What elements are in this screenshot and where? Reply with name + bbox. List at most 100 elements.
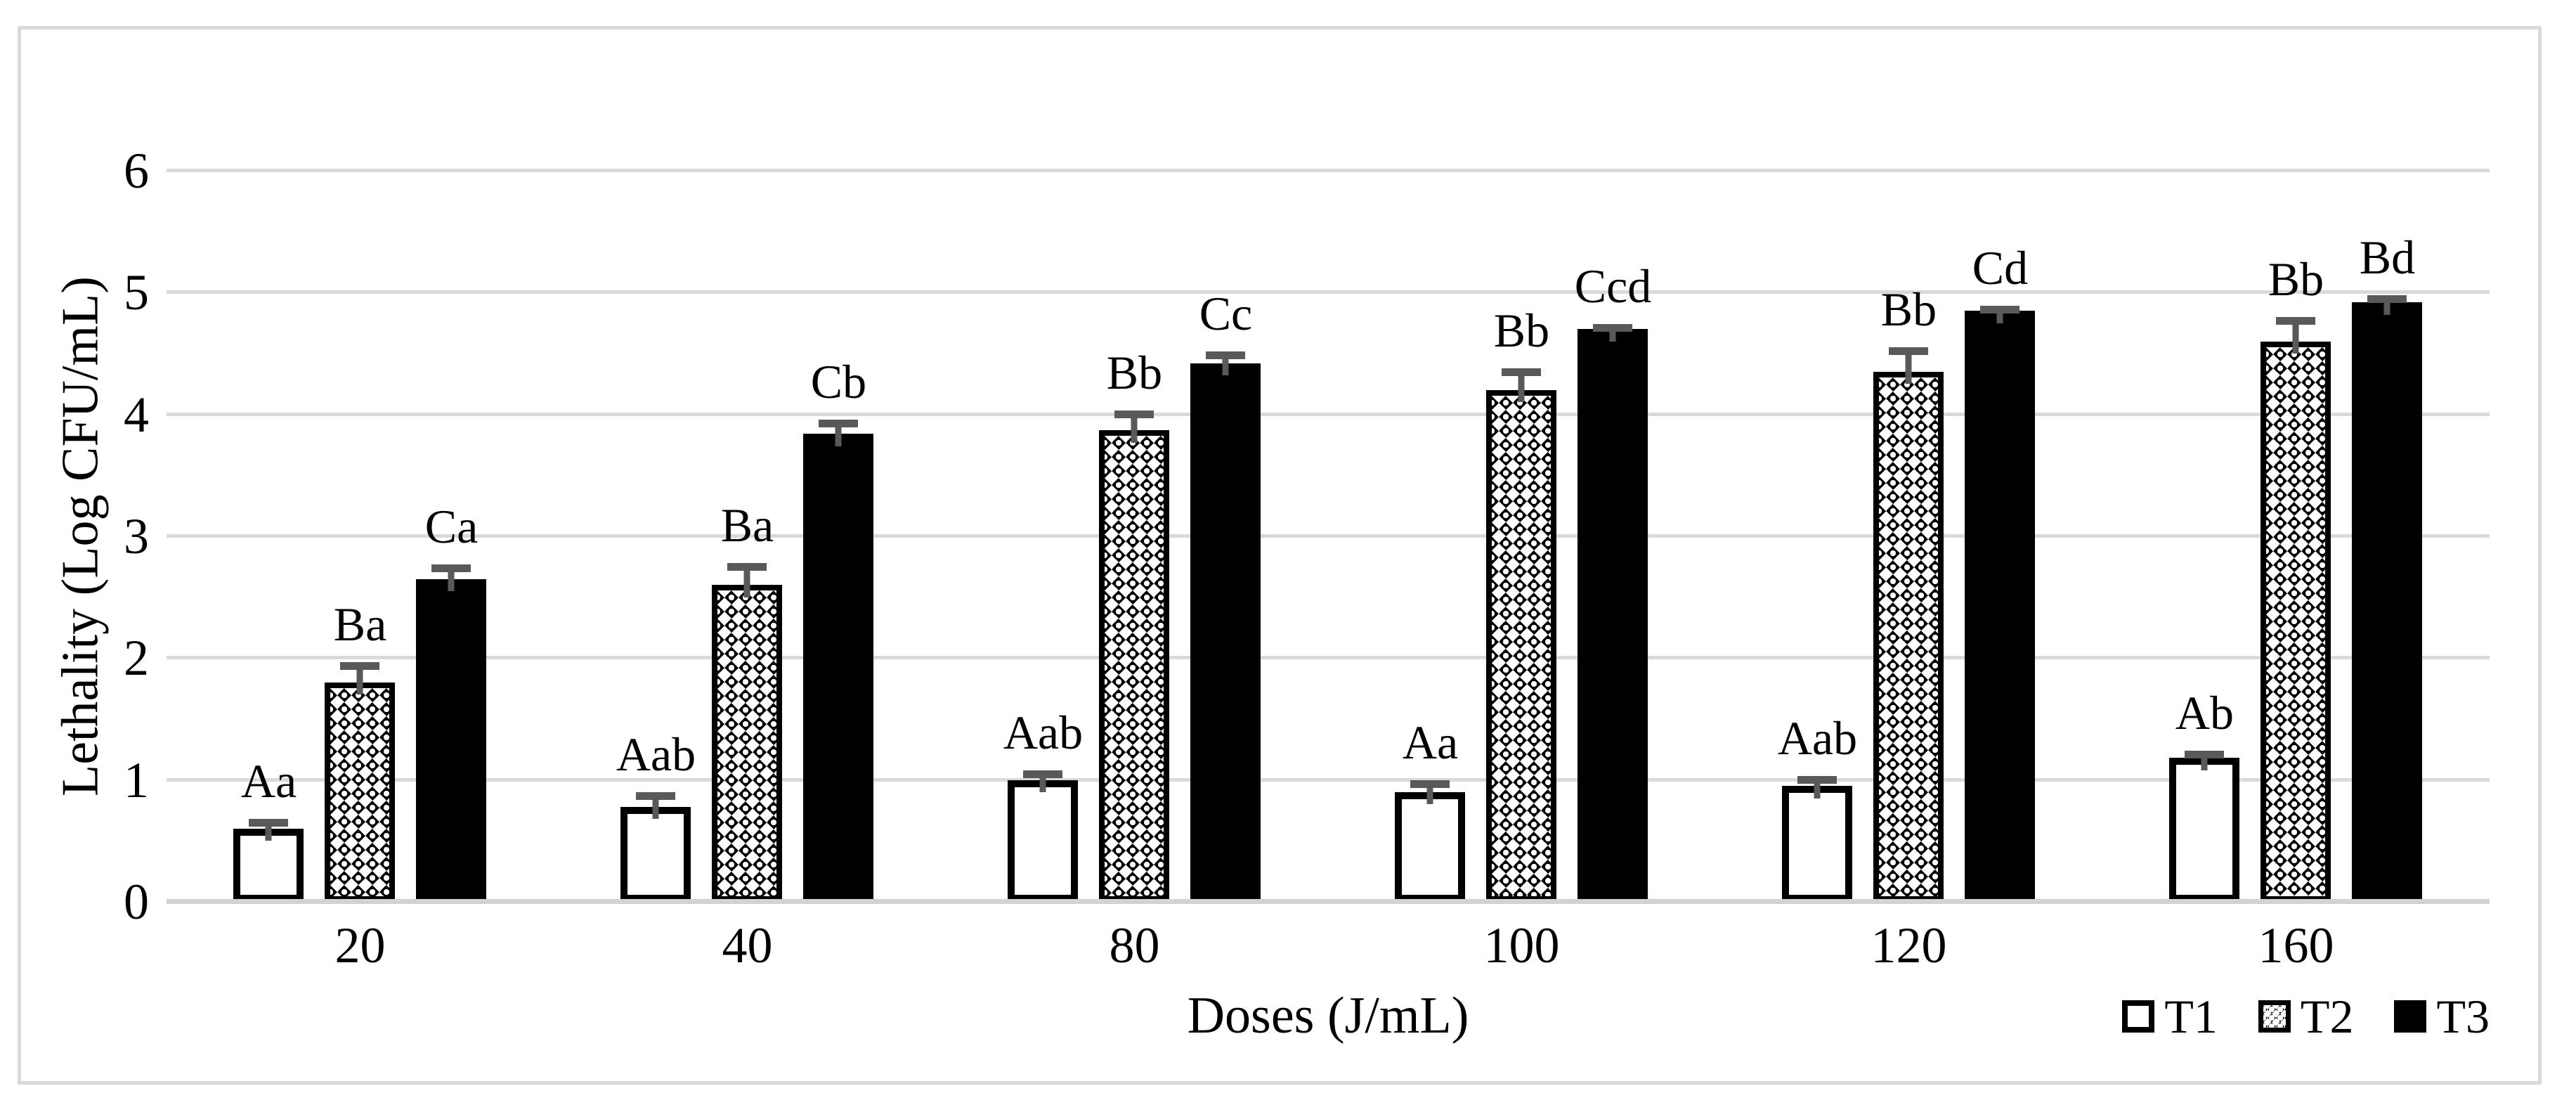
significance-label-t3-40: Cb [810,355,867,408]
legend-swatch-t1-icon [2122,1000,2155,1033]
error-bar-cap [1889,347,1929,355]
significance-label-t2-120: Bb [1880,283,1937,336]
x-tick-label-100: 100 [1483,917,1560,974]
significance-label-t3-20: Ca [424,500,479,553]
error-bar-cap [636,792,676,800]
figure-border [18,26,2542,1085]
bar-slot-t1-80: Aab [1003,171,1083,902]
error-bar-stem [1609,327,1616,342]
y-tick-label-3: 3 [124,508,149,564]
x-tick-label-120: 120 [1871,917,1947,974]
error-bar-cap [1023,770,1063,778]
error-bar-cap [1114,410,1154,418]
bar-slot-t2-20: Ba [325,171,396,902]
significance-label-t2-160: Bb [2268,252,2324,306]
significance-label-t1-160: Ab [2175,686,2235,739]
x-axis-line [167,899,2490,904]
error-bar-stem [1996,309,2003,323]
significance-label-t1-40: Aab [616,728,696,781]
bar-slot-t3-40: Cb [803,171,874,902]
significance-label-t1-80: Aab [1003,706,1084,759]
significance-label-t2-100: Bb [1493,304,1550,357]
legend-swatch-t2-icon [2258,1000,2291,1033]
error-bar-cap [2185,751,2225,758]
error-bar-cap [1980,306,2020,313]
error-bar-stem [743,566,750,597]
error-bar-stem [1131,413,1138,443]
bar-t2-dose-40 [712,585,783,902]
bar-t1-dose-120 [1782,786,1853,902]
bar-group-80: Aab Bb Cc [941,171,1328,902]
bar-slot-t1-40: Aab [616,171,696,902]
legend-item-t3: T3 [2394,993,2490,1040]
bar-t2-dose-120 [1873,372,1944,902]
significance-label-t3-160: Bd [2359,231,2416,284]
error-bar-cap [1410,780,1450,788]
y-tick-label-2: 2 [124,630,149,687]
error-bar-stem [2201,754,2208,770]
bar-slot-t2-160: Bb [2260,171,2331,902]
bar-slot-t2-80: Bb [1099,171,1170,902]
significance-label-t3-120: Cd [1972,241,2029,295]
bar-slot-t2-40: Ba [712,171,783,902]
significance-label-t2-80: Bb [1106,346,1163,399]
legend-swatch-t3-icon [2394,1000,2427,1033]
bar-t3-dose-40 [803,434,874,902]
error-bar-stem [356,665,363,694]
error-bar-stem [1518,371,1525,402]
error-bar-stem [448,567,455,591]
bar-t3-dose-160 [2352,302,2423,902]
x-tick-label-160: 160 [2258,917,2334,974]
legend-item-t2: T2 [2258,993,2353,1040]
legend-label-t3: T3 [2436,989,2490,1043]
gridline-y2 [167,656,2490,660]
error-bar-stem [1222,354,1229,375]
error-bar-stem [1426,783,1433,804]
y-tick-label-0: 0 [124,874,149,930]
bar-t2-dose-80 [1099,430,1170,902]
bar-t3-dose-120 [1965,311,2036,902]
bar-t3-dose-80 [1190,363,1261,902]
error-bar-cap [2367,295,2407,303]
y-tick-label-5: 5 [124,264,149,321]
error-bar-cap [1206,351,1246,359]
gridline-y1 [167,777,2490,782]
bar-group-40: Aab Ba Cb [554,171,941,902]
x-tick-label-40: 40 [722,917,773,974]
bar-group-160: Ab Bb Bd [2102,171,2490,902]
error-bar-cap [1797,776,1837,784]
y-tick-label-4: 4 [124,386,149,443]
gridline-y3 [167,534,2490,538]
gridline-y5 [167,290,2490,295]
legend: T1 T2 T3 [2122,983,2490,1049]
bar-t3-dose-100 [1578,329,1648,902]
error-bar-cap [431,564,471,572]
error-bar-stem [1814,779,1821,799]
bar-slot-t3-160: Bd [2352,171,2423,902]
significance-label-t1-120: Aab [1777,711,1858,765]
gridline-y4 [167,412,2490,416]
bar-slot-t1-120: Aab [1778,171,1857,902]
error-bar-stem [1905,350,1912,384]
bar-slot-t1-160: Ab [2169,171,2240,902]
y-axis: 0 1 2 3 4 5 6 [0,146,149,927]
error-bar-cap [2276,317,2316,325]
error-bar-cap [819,420,859,427]
bar-slot-t3-20: Ca [416,171,487,902]
error-bar-stem [2292,320,2299,354]
bar-t2-dose-160 [2260,341,2331,902]
error-bar-stem [652,795,659,819]
x-tick-label-20: 20 [334,917,386,974]
bar-slot-t2-120: Bb [1873,171,1944,902]
significance-label-t3-80: Cc [1199,287,1253,340]
bar-t1-dose-100 [1395,792,1466,902]
bar-t3-dose-20 [416,578,487,902]
error-bar-cap [727,563,767,571]
error-bar-cap [1502,368,1542,376]
bar-slot-t1-20: Aa [233,171,304,902]
bar-slot-t3-80: Cc [1190,171,1261,902]
significance-label-t3-100: Ccd [1574,259,1652,313]
significance-label-t2-40: Ba [720,498,774,552]
bar-t2-dose-100 [1486,390,1557,902]
